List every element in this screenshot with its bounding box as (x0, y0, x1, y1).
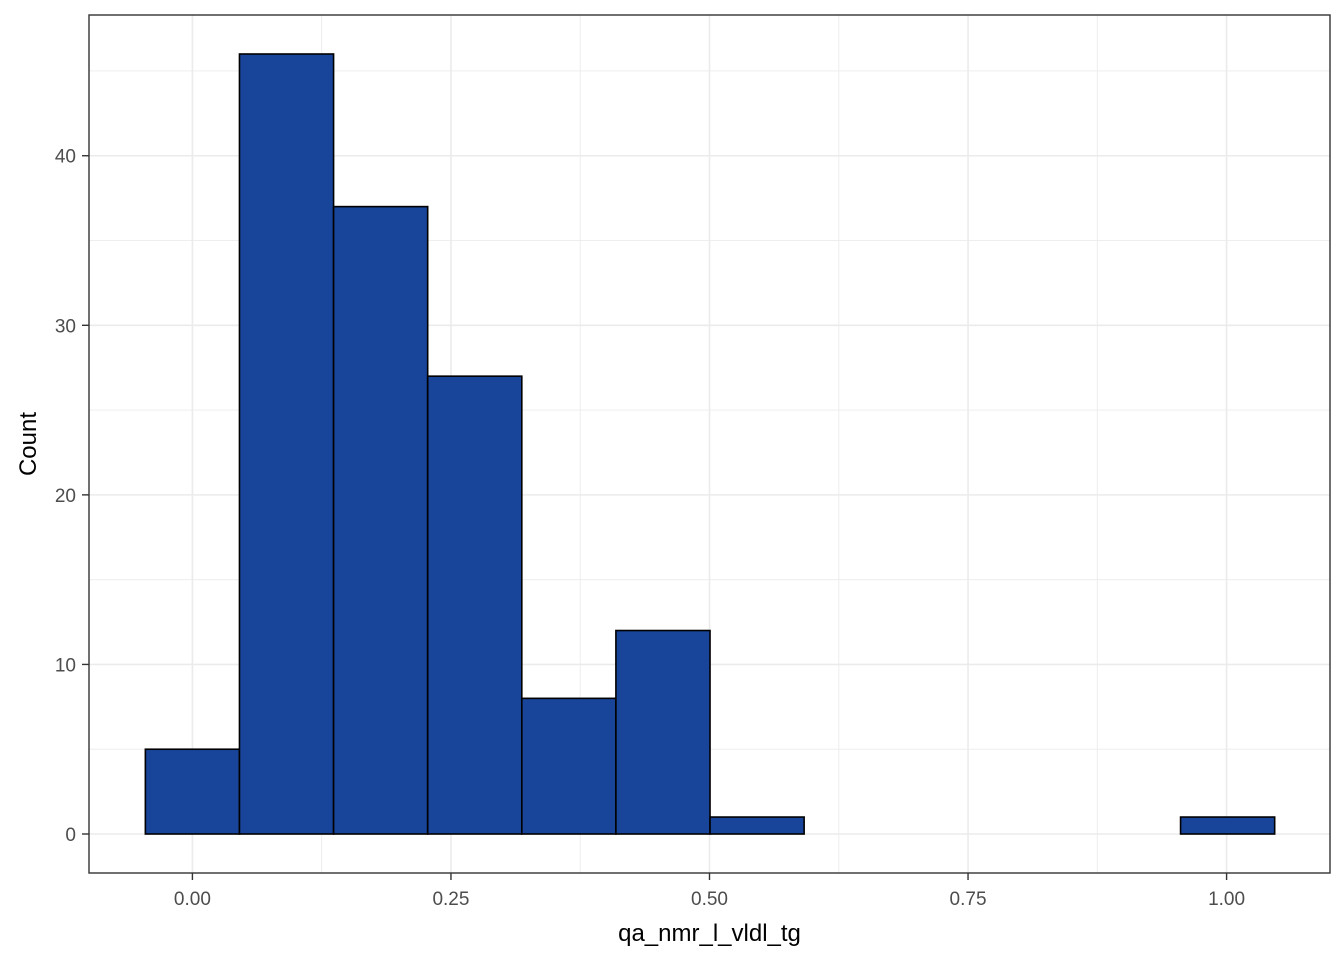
histogram-bar (144, 748, 241, 835)
y-tick-label: 0 (65, 825, 76, 846)
x-tick-label: 0.25 (432, 889, 469, 910)
x-tick-label: 1.00 (1208, 889, 1245, 910)
histogram-bar (520, 697, 617, 835)
histogram-bar (709, 816, 805, 835)
axis-ticks (82, 155, 1228, 880)
y-axis-tick-labels: 0 10 20 30 40 (55, 147, 76, 846)
histogram-bars (144, 53, 1276, 835)
x-tick-label: 0.75 (950, 889, 987, 910)
y-axis-title: Count (15, 412, 42, 476)
x-axis-title: qa_nmr_l_vldl_tg (618, 920, 801, 947)
x-tick-label: 0.00 (174, 889, 211, 910)
histogram-bar (238, 53, 335, 835)
y-tick-label: 20 (55, 486, 76, 507)
y-tick-label: 40 (55, 147, 76, 168)
x-tick-label: 0.50 (691, 889, 728, 910)
y-tick-label: 10 (55, 655, 76, 676)
histogram-bar (1179, 816, 1276, 835)
y-tick-label: 30 (55, 316, 76, 337)
histogram-bar (426, 375, 523, 835)
x-axis-tick-labels: 0.00 0.25 0.50 0.75 1.00 (174, 889, 1245, 910)
histogram-bar (332, 205, 429, 835)
histogram-bar (615, 629, 711, 835)
